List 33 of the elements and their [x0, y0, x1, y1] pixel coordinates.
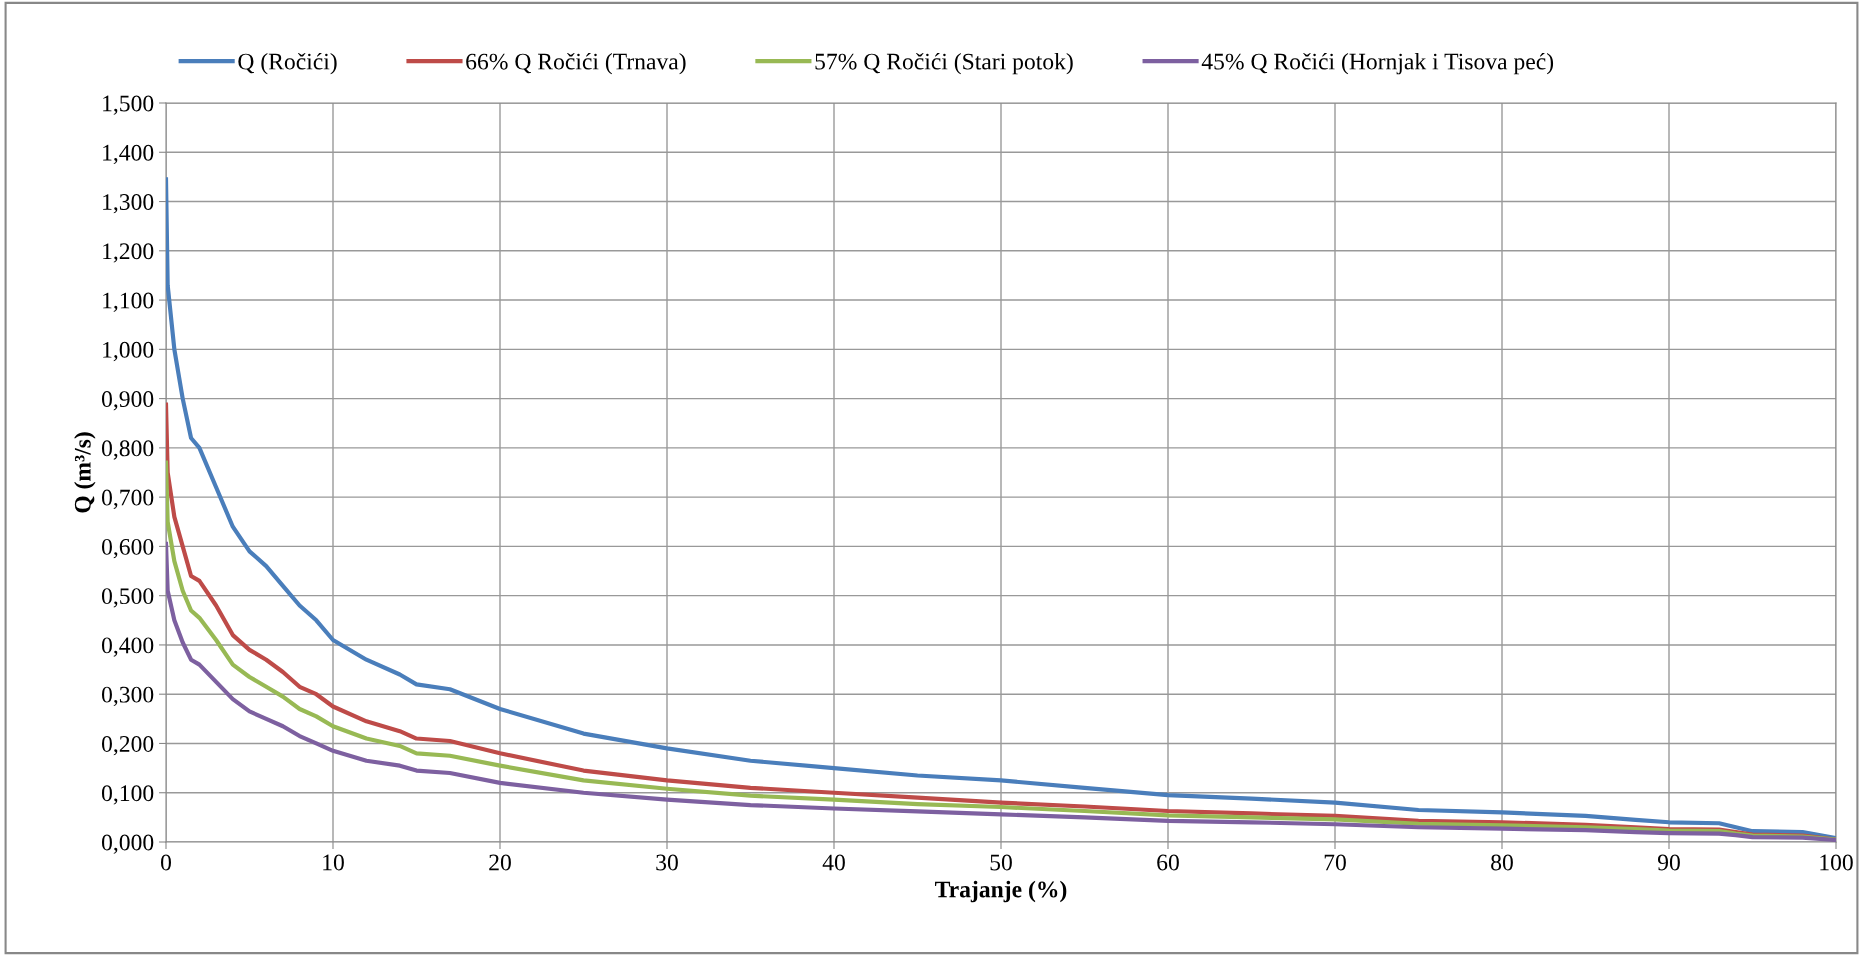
x-tick-label: 0 — [161, 854, 171, 871]
x-axis-title: Trajanje (%) — [935, 880, 1067, 903]
x-tick-label: 60 — [1157, 854, 1179, 871]
y-tick-label: 1,000 — [103, 341, 154, 362]
y-tick-label: 0,100 — [101, 785, 154, 805]
y-tick-label: 0,000 — [101, 834, 154, 854]
y-tick-label: 0,200 — [101, 735, 154, 756]
y-tick-label: 0,400 — [101, 637, 154, 657]
y-tick-label: 1,500 — [103, 95, 154, 115]
y-tick-label: 0,700 — [101, 489, 154, 509]
x-tick-label: 20 — [489, 854, 511, 871]
x-tick-label: 100 — [1820, 854, 1853, 871]
y-tick-label: 0,300 — [101, 686, 154, 707]
x-tick-label: 50 — [990, 854, 1012, 871]
legend-label: 66% Q Ročići (Trnava) — [466, 52, 686, 75]
y-axis-title: Q (m³/s) — [74, 432, 96, 513]
x-tick-label: 70 — [1324, 854, 1346, 871]
legend-label: 45% Q Ročići (Hornjak i Tisova peć) — [1201, 52, 1554, 75]
x-tick-label: 80 — [1491, 854, 1513, 871]
x-tick-label: 10 — [323, 854, 344, 871]
y-tick-label: 0,500 — [101, 588, 154, 608]
legend-label: Q (Ročići) — [238, 52, 337, 75]
legend-label: 57% Q Ročići (Stari potok) — [815, 52, 1073, 75]
y-tick-label: 1,300 — [103, 194, 154, 214]
x-tick-label: 90 — [1657, 854, 1680, 871]
y-tick-label: 1,400 — [103, 144, 154, 165]
y-tick-label: 0,900 — [101, 391, 154, 411]
y-tick-label: 1,100 — [103, 292, 154, 312]
x-tick-label: 40 — [822, 854, 845, 871]
y-tick-label: 0,800 — [101, 440, 154, 460]
y-tick-label: 0,600 — [101, 538, 154, 559]
x-tick-label: 30 — [656, 854, 678, 871]
y-tick-label: 1,200 — [103, 243, 154, 263]
